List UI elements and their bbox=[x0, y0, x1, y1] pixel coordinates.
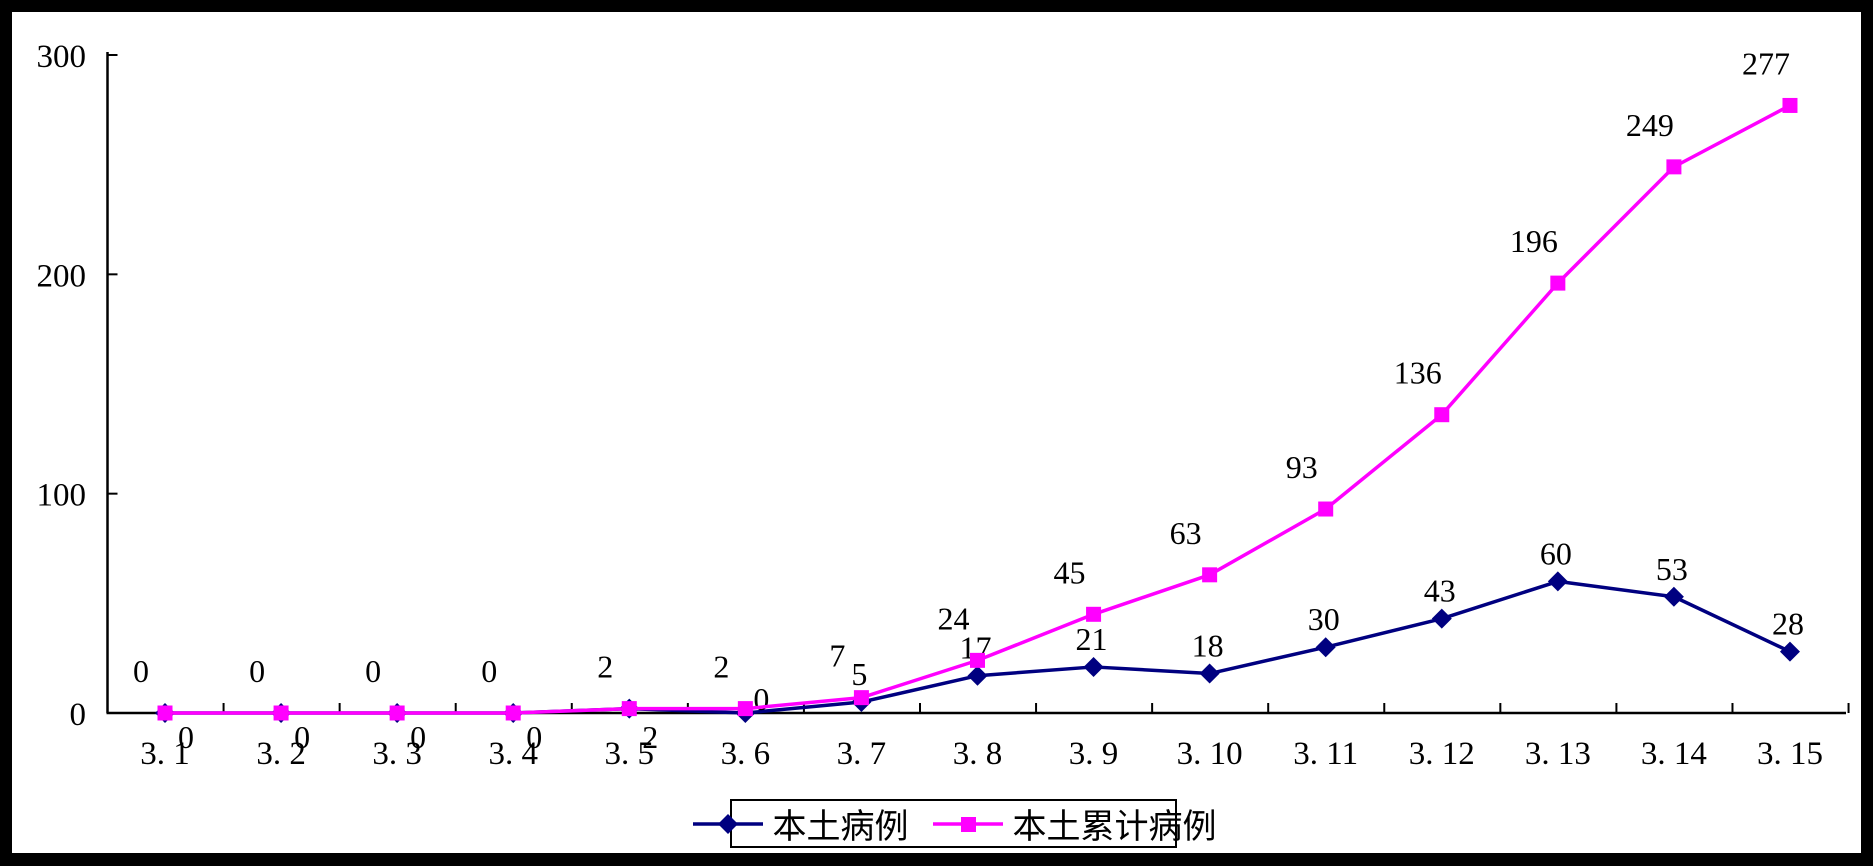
diamond-marker bbox=[1315, 637, 1336, 658]
square-marker bbox=[969, 652, 985, 668]
x-axis-tick-label: 3. 13 bbox=[1525, 736, 1591, 772]
x-axis-tick-label: 3. 9 bbox=[1069, 736, 1119, 772]
data-label: 43 bbox=[1424, 573, 1456, 609]
square-marker bbox=[505, 705, 521, 721]
x-axis-tick-label: 3. 11 bbox=[1293, 736, 1358, 772]
x-axis-tick-label: 3. 1 bbox=[140, 736, 190, 772]
data-label: 0 bbox=[294, 719, 310, 755]
data-label: 28 bbox=[1772, 606, 1804, 642]
data-label: 7 bbox=[829, 638, 845, 674]
data-label: 0 bbox=[178, 719, 194, 755]
y-axis-tick-label: 300 bbox=[37, 39, 87, 75]
legend-square-marker-icon bbox=[932, 816, 1003, 832]
legend-item: 本土累计病例 bbox=[931, 799, 1217, 848]
legend-item-label: 本土病例 bbox=[772, 809, 909, 846]
square-marker bbox=[273, 705, 289, 721]
data-label: 24 bbox=[937, 600, 969, 636]
diamond-marker bbox=[1431, 608, 1452, 629]
x-axis-tick-label: 3. 10 bbox=[1177, 736, 1243, 772]
x-axis-tick-label: 3. 6 bbox=[721, 736, 771, 772]
data-label: 249 bbox=[1626, 107, 1674, 143]
legend-diamond-marker-icon bbox=[692, 813, 763, 834]
data-label: 277 bbox=[1742, 45, 1790, 81]
square-marker bbox=[1202, 567, 1218, 583]
diamond-marker bbox=[967, 665, 988, 686]
legend-box: 本土病例 本土累计病例 bbox=[692, 799, 1217, 848]
series-line-1 bbox=[165, 103, 1791, 715]
data-label: 0 bbox=[526, 719, 542, 755]
square-marker bbox=[1666, 159, 1682, 175]
data-label: 0 bbox=[410, 719, 426, 755]
data-label: 30 bbox=[1308, 601, 1340, 637]
data-label: 18 bbox=[1192, 628, 1224, 664]
square-marker bbox=[1086, 606, 1102, 622]
x-axis-tick-label: 3. 15 bbox=[1757, 736, 1823, 772]
square-marker bbox=[157, 705, 173, 721]
data-label: 0 bbox=[249, 653, 265, 689]
y-axis-tick-label: 100 bbox=[37, 478, 87, 514]
x-axis-tick-label: 3. 7 bbox=[837, 736, 887, 772]
diamond-marker bbox=[1083, 656, 1104, 677]
square-marker bbox=[1782, 97, 1798, 113]
square-marker bbox=[1318, 501, 1334, 517]
square-marker bbox=[621, 701, 637, 717]
data-label: 136 bbox=[1394, 355, 1442, 391]
data-label: 0 bbox=[365, 653, 381, 689]
data-label: 93 bbox=[1286, 449, 1318, 485]
diamond-marker bbox=[1663, 586, 1684, 607]
square-marker bbox=[1550, 275, 1566, 291]
data-label: 63 bbox=[1170, 515, 1202, 551]
diamond-marker bbox=[1779, 641, 1800, 662]
diamond-marker bbox=[1199, 663, 1220, 684]
data-label: 2 bbox=[642, 719, 658, 755]
diamond-marker bbox=[1547, 571, 1568, 592]
x-axis-tick-label: 3. 4 bbox=[488, 736, 538, 772]
y-axis-tick-label: 200 bbox=[37, 258, 87, 294]
data-label: 0 bbox=[481, 653, 497, 689]
data-label: 53 bbox=[1656, 551, 1688, 587]
y-axis-tick-label: 0 bbox=[70, 697, 87, 733]
legend-item: 本土病例 bbox=[691, 799, 909, 848]
x-axis-tick-label: 3. 14 bbox=[1641, 736, 1707, 772]
data-label: 60 bbox=[1540, 535, 1572, 571]
data-label: 2 bbox=[597, 649, 613, 685]
square-marker bbox=[853, 690, 869, 706]
data-label: 0 bbox=[753, 681, 769, 717]
x-axis-tick-label: 3. 5 bbox=[605, 736, 655, 772]
data-label: 21 bbox=[1076, 621, 1108, 657]
x-axis-tick-label: 3. 3 bbox=[372, 736, 422, 772]
x-axis-tick-label: 3. 12 bbox=[1409, 736, 1475, 772]
data-label: 196 bbox=[1510, 223, 1558, 259]
data-label: 2 bbox=[713, 649, 729, 685]
square-marker bbox=[1434, 407, 1450, 423]
data-label: 45 bbox=[1054, 554, 1086, 590]
square-marker bbox=[737, 701, 753, 717]
data-label: 0 bbox=[133, 653, 149, 689]
x-axis-tick-label: 3. 8 bbox=[953, 736, 1003, 772]
x-axis-tick-label: 3. 2 bbox=[256, 736, 306, 772]
legend-item-label: 本土累计病例 bbox=[1012, 809, 1217, 846]
data-label: 5 bbox=[851, 656, 867, 692]
square-marker bbox=[389, 705, 405, 721]
